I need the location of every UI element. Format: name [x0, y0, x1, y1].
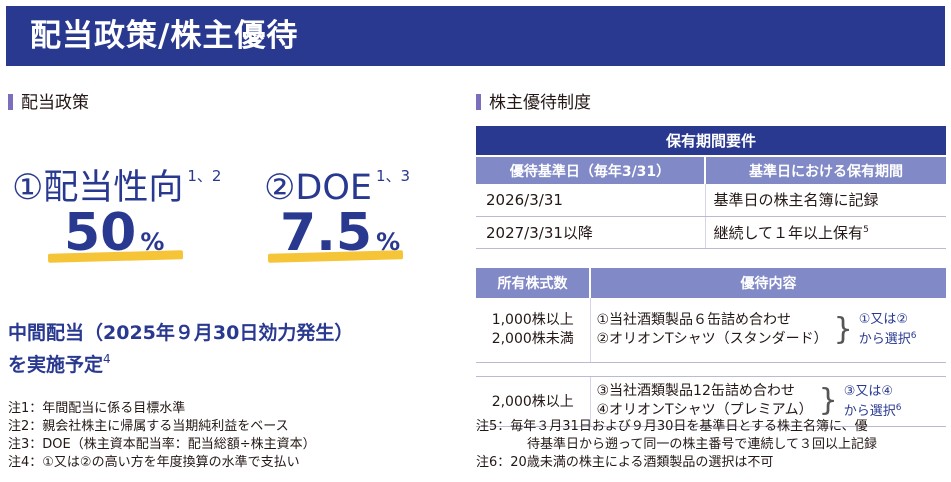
payout-ratio-number: 50 — [64, 203, 137, 263]
brace-icon: } — [833, 311, 853, 347]
holding-period-table: 保有期間要件 優待基準日（毎年3/31） 基準日における保有期間 2026/3/… — [476, 126, 946, 249]
selection-note: ③又は④ から選択6 — [844, 383, 902, 420]
note-1: 注1：年間配当に係る目標水準 — [8, 401, 186, 416]
benefit-cell: ③当社酒類製品12缶詰め合わせ ④オリオンTシャツ（プレミアム） } ③又は④ … — [589, 375, 946, 427]
payout-ratio-label-text: ①配当性向 — [12, 168, 184, 208]
benefit-item: ④オリオンTシャツ（プレミアム） — [596, 402, 813, 418]
doe-unit: % — [376, 228, 401, 256]
shares-cell: 2,000株以上 — [476, 375, 590, 427]
doe-number: 7.5 — [280, 203, 373, 263]
choice-line1: ①又は② — [858, 312, 909, 328]
payout-ratio-value: 50% — [64, 205, 164, 270]
payout-ratio-label: ①配当性向 1、2 — [12, 155, 221, 209]
choice-line1: ③又は④ — [843, 383, 894, 399]
payout-ratio-note-ref: 1、2 — [187, 167, 222, 185]
dividend-notes: 注1：年間配当に係る目標水準 注2：親会社株主に帰属する当期純利益をベース 注3… — [8, 400, 316, 472]
doe-label: ②DOE 1、3 — [264, 155, 410, 209]
note-text: 20歳未満の株主による酒類製品の選択は不可 — [510, 455, 774, 470]
note-5: 注5：毎年３月31日および９月30日を基準日とする株主名簿に、優 — [476, 418, 877, 436]
note-text: 毎年３月31日および９月30日を基準日とする株主名簿に、優 — [510, 419, 868, 434]
table-row: 2,000株以上 ③当社酒類製品12缶詰め合わせ ④オリオンTシャツ（プレミアム… — [476, 375, 946, 427]
holding-col-date: 優待基準日（毎年3/31） — [476, 155, 705, 184]
note-text: 待基準日から遡って同一の株主番号で連続して３回以上記録 — [527, 437, 877, 452]
table-row: 2027/3/31以降 継続して１年以上保有5 — [476, 216, 946, 249]
heading-marker — [8, 94, 13, 110]
note-label: 注5： — [476, 419, 511, 434]
note-5-cont: 待基準日から遡って同一の株主番号で連続して３回以上記録 — [476, 436, 877, 454]
benefit-content-table: 所有株式数 優待内容 1,000株以上 2,000株未満 ①当社酒類製品６缶詰め… — [476, 268, 946, 427]
note-6: 注6：20歳未満の株主による酒類製品の選択は不可 — [476, 454, 877, 472]
choice-note-ref: 6 — [910, 331, 917, 342]
content-col-shares: 所有株式数 — [476, 268, 590, 298]
selection-note: ①又は② から選択6 — [859, 311, 917, 348]
doe-note-ref: 1、3 — [376, 167, 411, 185]
interim-note-ref: 4 — [103, 352, 111, 366]
shares-line2: 2,000株未満 — [491, 330, 574, 347]
holding-date-cell: 2027/3/31以降 — [476, 216, 705, 249]
shares-cell: 1,000株以上 2,000株未満 — [476, 298, 590, 363]
benefit-cell: ①当社酒類製品６缶詰め合わせ ②オリオンTシャツ（スタンダード） } ①又は② … — [589, 298, 946, 363]
holding-req-cell: 基準日の株主名簿に記録 — [704, 184, 946, 217]
table-row: 2026/3/31 基準日の株主名簿に記録 — [476, 184, 946, 217]
row-spacer — [476, 362, 946, 376]
benefits-heading: 株主優待制度 — [476, 92, 591, 114]
heading-marker — [476, 94, 481, 110]
note-4: 注4：①又は②の高い方を年度換算の水準で支払い — [8, 455, 300, 470]
doe-value: 7.5% — [280, 205, 400, 270]
interim-line1: 中間配当（2025年９月30日効力発生） — [8, 322, 354, 344]
holding-table-title: 保有期間要件 — [476, 126, 946, 156]
holding-col-period: 基準日における保有期間 — [704, 155, 946, 184]
benefit-item: ①当社酒類製品６缶詰め合わせ — [596, 311, 792, 328]
page-title: 配当政策/株主優待 — [30, 18, 299, 54]
dividend-heading: 配当政策 — [8, 92, 89, 114]
dividend-heading-text: 配当政策 — [21, 93, 89, 113]
holding-date-cell: 2026/3/31 — [476, 184, 705, 217]
note-3: 注3：DOE（株主資本配当率：配当総額÷株主資本） — [8, 437, 316, 452]
shares-line1: 1,000株以上 — [491, 311, 574, 328]
holding-req-text: 継続して１年以上保有 — [713, 223, 864, 242]
note-2: 注2：親会社株主に帰属する当期純利益をベース — [8, 419, 289, 434]
benefit-item: ②オリオンTシャツ（スタンダード） — [596, 330, 828, 347]
holding-note-ref: 5 — [863, 224, 869, 235]
choice-line2: から選択 — [843, 403, 896, 419]
table-row: 1,000株以上 2,000株未満 ①当社酒類製品６缶詰め合わせ ②オリオンTシ… — [476, 298, 946, 363]
content-col-benefit: 優待内容 — [589, 268, 946, 298]
benefits-heading-text: 株主優待制度 — [489, 93, 591, 113]
interim-dividend-notice: 中間配当（2025年９月30日効力発生） を実施予定4 — [8, 320, 448, 378]
doe-label-text: ②DOE — [264, 168, 372, 208]
benefit-notes: 注5：毎年３月31日および９月30日を基準日とする株主名簿に、優 待基準日から遡… — [476, 418, 877, 472]
brace-icon: } — [818, 383, 838, 418]
interim-line2: を実施予定 — [8, 354, 104, 376]
choice-note-ref: 6 — [895, 402, 902, 413]
holding-req-text: 基準日の株主名簿に記録 — [713, 191, 879, 210]
note-label: 注6： — [476, 455, 511, 470]
payout-ratio-unit: % — [140, 228, 165, 256]
title-banner: 配当政策/株主優待 — [6, 6, 945, 66]
benefit-item: ③当社酒類製品12缶詰め合わせ — [596, 383, 795, 399]
choice-line2: から選択 — [858, 332, 911, 348]
shares-line1: 2,000株以上 — [491, 394, 574, 410]
holding-req-cell: 継続して１年以上保有5 — [704, 216, 946, 249]
